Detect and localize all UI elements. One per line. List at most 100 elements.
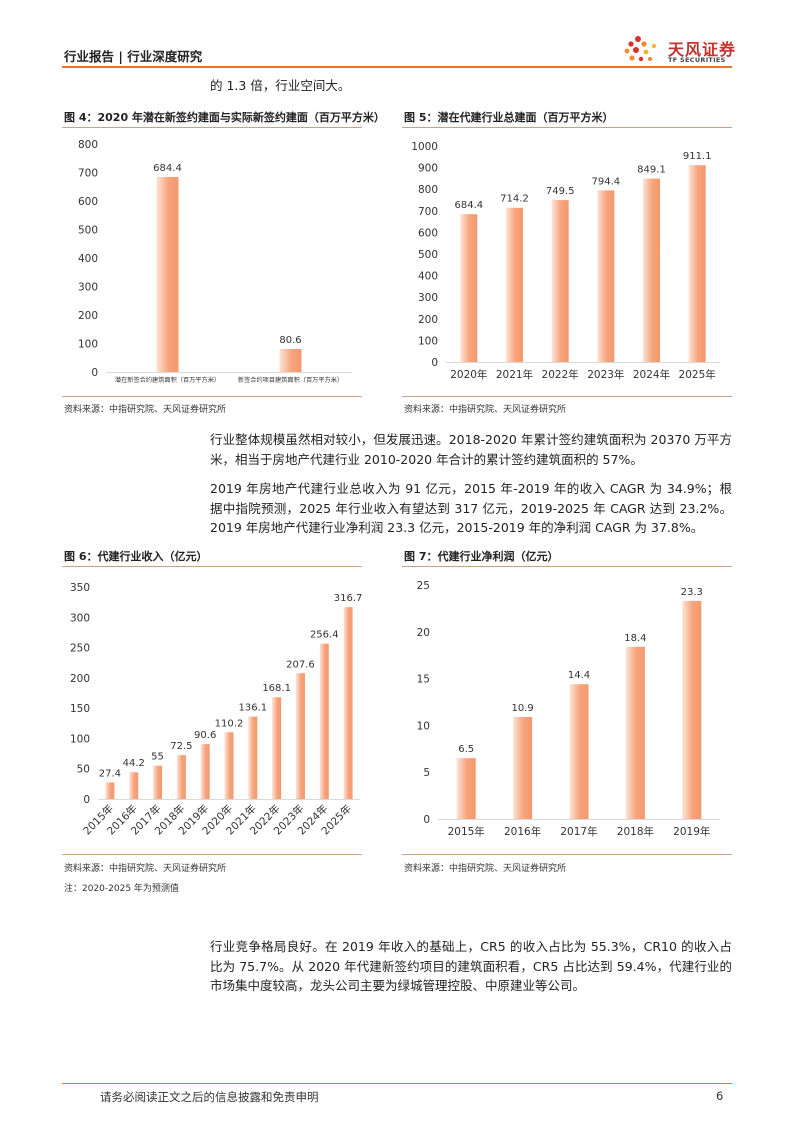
y-tick-label: 800 <box>78 139 98 151</box>
x-tick-label: 2019年 <box>673 825 710 838</box>
x-tick-label: 潜在新签合约建筑面积（百万平方米） <box>115 376 220 384</box>
bar-2024年 <box>643 178 660 362</box>
figure-7-source: 资料来源：中指研究院、天风证券研究所 <box>404 864 567 874</box>
bar-2015年 <box>456 758 476 819</box>
y-tick-label: 50 <box>77 764 90 776</box>
page-number: 6 <box>716 1089 724 1103</box>
x-tick-label: 2015年 <box>448 825 485 838</box>
bar-2017年 <box>569 684 589 819</box>
data-label: 14.4 <box>568 670 590 681</box>
x-tick-label: 2020年 <box>450 368 487 381</box>
x-tick-label: 新签合约项目建筑面积（百万平方米） <box>238 376 343 384</box>
bar-2020年 <box>224 732 234 799</box>
bar-2023年 <box>597 190 615 362</box>
figure-7-chart: 0 5 10 15 20 25 6.5 2015年 10.9 2016年 14.4 2017年 18.4… <box>417 580 720 838</box>
y-tick-label: 300 <box>70 612 90 624</box>
x-tick-label: 2021年 <box>496 368 533 381</box>
x-tick-label: 2017年 <box>560 825 597 838</box>
data-label: 207.6 <box>286 659 315 670</box>
bar-2025年 <box>343 607 353 799</box>
data-label: 55 <box>151 752 164 763</box>
y-tick-label: 0 <box>431 357 438 369</box>
x-tick-label: 2024年 <box>633 368 670 381</box>
figure-5-chart: 0 100 200 300 400 500 600 700 800 900 1000 684.4 202… <box>411 141 720 381</box>
bar-2018年 <box>176 755 186 799</box>
y-tick-label: 350 <box>70 582 90 594</box>
data-label: 794.4 <box>592 176 621 187</box>
figure-6-note: 注：2020-2025 年为预测值 <box>64 884 179 894</box>
bar-2025年 <box>688 165 706 362</box>
bar-2017年 <box>153 765 163 799</box>
y-tick-label: 15 <box>417 674 430 686</box>
intro-paragraph-tail: 的 1.3 倍，行业空间大。 <box>210 78 351 93</box>
bar-2022年 <box>272 697 282 799</box>
figure-4-top-rule <box>62 127 362 128</box>
bar-2021年 <box>506 207 523 362</box>
data-label: 44.2 <box>123 758 145 769</box>
x-tick-label: 2018年 <box>617 825 654 838</box>
figure-6-chart: 05010015020025030035027.42015年44.22016年5… <box>70 582 362 837</box>
paragraph-industry-scale: 行业整体规模虽然相对较小，但发展迅速。2018-2020 年累计签约建筑面积为 … <box>210 432 732 467</box>
data-label: 849.1 <box>637 165 666 176</box>
figure-5-top-rule <box>402 127 732 128</box>
data-label: 684.4 <box>153 163 182 174</box>
data-label: 6.5 <box>458 744 474 755</box>
bar-2022年 <box>551 200 569 362</box>
footer-disclaimer: 请务必阅读正文之后的信息披露和免责申明 <box>100 1090 319 1104</box>
y-tick-label: 700 <box>418 206 438 218</box>
data-label: 911.1 <box>683 151 712 162</box>
bar-2016年 <box>129 772 139 799</box>
bar-2021年 <box>248 716 258 799</box>
y-tick-label: 700 <box>78 168 98 180</box>
y-tick-label: 500 <box>418 249 438 261</box>
y-tick-label: 600 <box>78 196 98 208</box>
y-tick-label: 600 <box>418 227 438 239</box>
figure-6-bottom-rule <box>62 854 362 855</box>
data-label: 256.4 <box>310 630 339 641</box>
bar-2024年 <box>319 643 329 799</box>
data-label: 749.5 <box>546 186 575 197</box>
y-tick-label: 20 <box>417 627 430 639</box>
y-tick-label: 100 <box>70 733 90 745</box>
tf-securities-logo-icon <box>624 36 656 62</box>
y-tick-label: 10 <box>417 720 430 732</box>
header-divider <box>62 66 732 68</box>
y-tick-label: 400 <box>78 253 98 265</box>
figure-4-source: 资料来源：中指研究院、天风证券研究所 <box>64 405 227 415</box>
bar-2020年 <box>460 214 478 362</box>
y-tick-label: 500 <box>78 225 98 237</box>
y-tick-label: 5 <box>423 767 430 779</box>
data-label: 10.9 <box>511 703 533 714</box>
x-tick-label: 2023年 <box>587 368 624 381</box>
logo-english-name: TF SECURITIES <box>668 56 726 64</box>
figure-6-source: 资料来源：中指研究院、天风证券研究所 <box>64 864 227 874</box>
data-label: 684.4 <box>455 200 484 211</box>
x-tick-label: 2016年 <box>504 825 541 838</box>
y-tick-label: 200 <box>418 314 438 326</box>
figure-5-bottom-rule <box>402 396 732 397</box>
figure-4-bottom-rule <box>62 396 362 397</box>
y-tick-label: 300 <box>418 292 438 304</box>
logo-chinese-name: 天风证券 <box>668 40 737 59</box>
bar-2018年 <box>625 646 645 819</box>
paragraph-competition: 行业竞争格局良好。在 2019 年收入的基础上，CR5 的收入占比为 55.3%… <box>210 939 732 993</box>
data-label: 714.2 <box>500 194 529 205</box>
data-label: 168.1 <box>262 683 291 694</box>
figure-7-top-rule <box>402 566 732 567</box>
y-tick-label: 0 <box>83 794 90 806</box>
y-tick-label: 0 <box>91 367 98 379</box>
y-tick-label: 250 <box>70 643 90 655</box>
data-label: 27.4 <box>99 768 121 779</box>
bar-2019年 <box>200 744 210 799</box>
y-tick-label: 25 <box>417 580 430 592</box>
x-tick-label: 2022年 <box>542 368 579 381</box>
figure-7-bottom-rule <box>402 854 732 855</box>
bar-2016年 <box>513 716 533 819</box>
report-header-title: 行业报告 | 行业深度研究 <box>64 49 203 64</box>
y-tick-label: 200 <box>70 673 90 685</box>
figure-7-title: 图 7：代建行业净利润（亿元） <box>404 550 559 563</box>
y-tick-label: 0 <box>423 814 430 826</box>
data-label: 90.6 <box>194 730 216 741</box>
data-label: 316.7 <box>334 593 362 604</box>
figure-6-top-rule <box>62 566 362 567</box>
